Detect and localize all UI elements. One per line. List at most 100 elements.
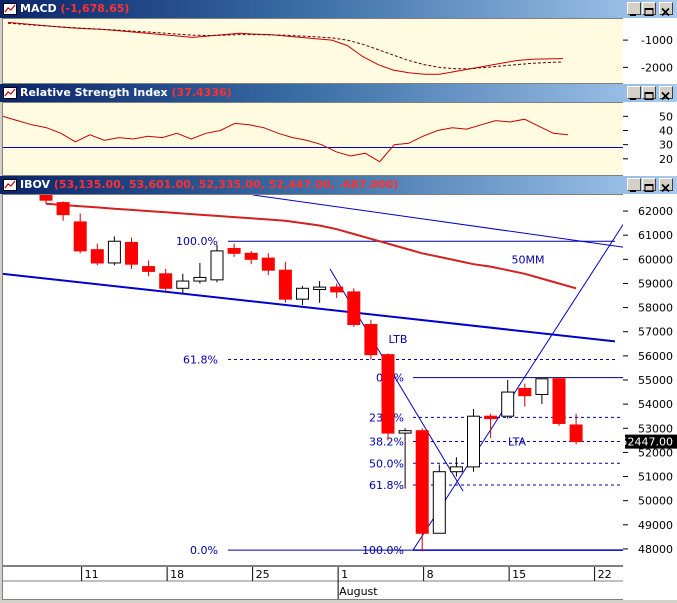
rsi-tick-label: 30: [659, 139, 673, 152]
date-axis: 11 18 25 1 8 15 22 August: [2, 566, 625, 600]
minimize-button[interactable]: [627, 86, 641, 100]
candle-down: [244, 252, 258, 260]
rsi-chart: [2, 115, 624, 163]
macd-tick-label: -1000: [641, 34, 673, 47]
ibov-chart: 100.0%61.8%0.0%0.0%23.6%38.2%50.0%61.8%1…: [2, 188, 625, 557]
ibov-pane: IBOV (53,135.00, 53,601.00, 52,335.00, 5…: [0, 176, 677, 600]
chart-window-icon[interactable]: [3, 3, 17, 15]
minimize-icon: [630, 98, 636, 100]
macd-titlebar[interactable]: MACD (-1,678.65): [0, 0, 677, 18]
macd-y-axis: -1000 -2000: [623, 18, 677, 84]
rsi-value: (37.4336): [171, 86, 232, 99]
price-tick-label: 60000: [638, 253, 673, 266]
minimize-button[interactable]: [627, 178, 641, 192]
price-tick-label: 52000: [638, 446, 673, 459]
price-tick-label: 59000: [638, 277, 673, 290]
candle-up: [432, 471, 446, 534]
chart-window-icon[interactable]: [3, 87, 17, 99]
macd-value: (-1,678.65): [60, 2, 130, 15]
fib-lower-label: 38.2%: [369, 436, 404, 449]
candle-up: [313, 286, 327, 291]
last-price-label: 52447.00: [623, 436, 673, 449]
fib-upper-label: 61.8%: [183, 353, 218, 366]
candle-down: [381, 354, 395, 434]
maximize-button[interactable]: [642, 86, 656, 100]
price-tick-label: 56000: [638, 350, 673, 363]
ibov-titlebar[interactable]: IBOV (53,135.00, 53,601.00, 52,335.00, 5…: [0, 176, 677, 194]
rsi-y-axis: 50 40 30 20: [623, 102, 677, 176]
macd-line: [7, 21, 564, 75]
macd-title: MACD: [20, 2, 57, 15]
price-tick-label: 58000: [638, 302, 673, 315]
candle-down: [552, 378, 566, 424]
rsi-plot[interactable]: [2, 102, 625, 176]
price-tick-label: 55000: [638, 374, 673, 387]
maximize-button[interactable]: [642, 178, 656, 192]
fib-upper-label: 100.0%: [176, 235, 218, 248]
price-tick-label: 49000: [638, 519, 673, 532]
candle-down: [90, 249, 104, 264]
macd-tick-label: -2000: [641, 61, 673, 74]
candle-down: [142, 266, 156, 272]
last-price-box: [625, 434, 677, 449]
price-tick-label: 50000: [638, 495, 673, 508]
candle-down: [278, 269, 292, 300]
ibov-y-axis: 62000 61000 60000 59000 58000 57000 56000 55000…: [621, 194, 677, 566]
candle-down: [159, 273, 173, 289]
fib-lower-label: 100.0%: [362, 544, 404, 557]
upper-trend-line: [252, 194, 625, 248]
maximize-icon: [644, 92, 654, 100]
chart-annotation: 50MM: [512, 253, 545, 266]
date-tick-label: 15: [512, 568, 526, 581]
candle-down: [227, 247, 241, 254]
candle-up: [210, 250, 224, 281]
maximize-icon: [644, 8, 654, 16]
candle-down: [484, 415, 498, 420]
date-tick-label: 8: [427, 568, 434, 581]
ibov-title: IBOV: [20, 178, 51, 191]
rsi-tick-label: 20: [659, 153, 673, 166]
candle-up: [535, 378, 549, 395]
ltb-trend-line: [2, 272, 616, 343]
minimize-button[interactable]: [627, 2, 641, 16]
candle-up: [193, 276, 207, 282]
moving-average-line: [45, 202, 577, 290]
maximize-button[interactable]: [642, 2, 656, 16]
candle-down: [347, 291, 361, 325]
ibov-plot[interactable]: 100.0%61.8%0.0%0.0%23.6%38.2%50.0%61.8%1…: [2, 188, 625, 566]
candle-up: [107, 240, 121, 264]
minimize-icon: [630, 14, 636, 16]
date-tick-label: 25: [256, 568, 270, 581]
close-icon: [661, 91, 670, 101]
rsi-tick-label: 50: [659, 110, 673, 123]
rsi-title: Relative Strength Index: [20, 86, 168, 99]
rsi-tick-label: 40: [659, 125, 673, 138]
close-button[interactable]: [659, 86, 673, 101]
axis-corner: [623, 566, 677, 600]
candle-down: [73, 221, 87, 252]
macd-pane: MACD (-1,678.65) -1000 -2000: [0, 0, 677, 84]
candle-down: [364, 323, 378, 356]
ibov-ohlc: (53,135.00, 53,601.00, 52,335.00, 52,447…: [53, 178, 399, 191]
close-button[interactable]: [659, 2, 673, 17]
candle-down: [415, 430, 429, 534]
candle-up: [176, 280, 190, 289]
close-button[interactable]: [659, 178, 673, 193]
close-icon: [661, 183, 670, 193]
candle-down: [518, 387, 532, 397]
candle-down: [261, 257, 275, 271]
macd-plot[interactable]: [2, 18, 625, 84]
chart-window-icon[interactable]: [3, 179, 17, 191]
price-tick-label: 48000: [638, 543, 673, 556]
candle-up: [501, 391, 515, 417]
candle-up: [398, 430, 412, 434]
candle-down: [330, 286, 344, 293]
price-tick-label: 53000: [638, 422, 673, 435]
rsi-titlebar[interactable]: Relative Strength Index (37.4336): [0, 84, 677, 102]
macd-chart: [7, 21, 564, 75]
price-tick-label: 62000: [638, 205, 673, 218]
minimize-icon: [630, 190, 636, 192]
date-tick-label: 22: [598, 568, 612, 581]
candle-up: [467, 415, 480, 468]
price-tick-label: 57000: [638, 326, 673, 339]
